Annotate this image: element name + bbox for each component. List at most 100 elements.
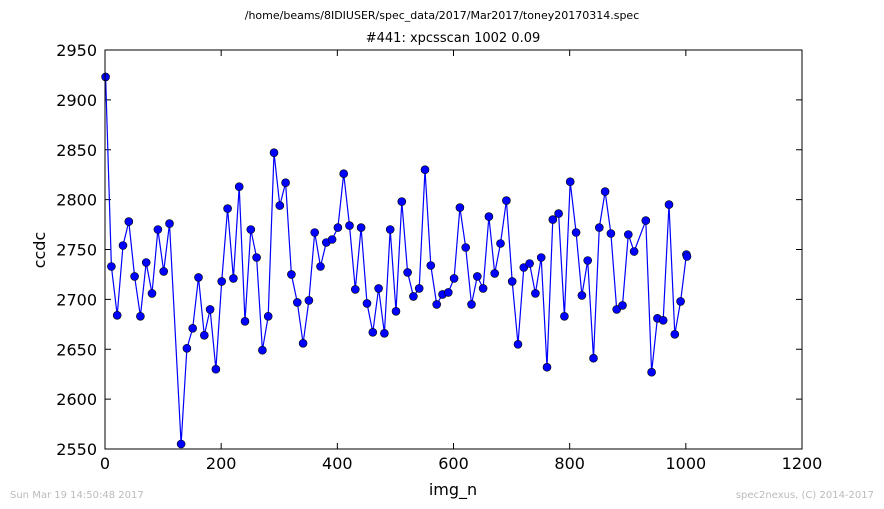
data-point [513,339,523,349]
x-tick-label: 400 [322,454,353,473]
file-path-subtitle: /home/beams/8IDIUSER/spec_data/2017/Mar2… [245,9,640,22]
data-point [449,274,459,283]
y-tick-label: 2550 [56,440,97,459]
data-point [374,284,383,293]
data-point [194,273,203,282]
data-point [182,343,192,353]
footer-credit: spec2nexus, (C) 2014-2017 [736,490,874,501]
data-point [205,305,215,314]
data-point [141,258,151,267]
data-point [589,353,598,363]
data-point [403,268,412,277]
data-point [147,289,157,298]
data-point [682,252,692,261]
data-point [600,187,610,196]
data-point [258,345,267,355]
y-tick-label: 2650 [56,340,97,359]
data-point [176,439,186,449]
data-point [234,182,244,191]
data-point [287,270,296,279]
data-point [414,284,424,293]
data-point [670,329,680,339]
data-point [211,364,221,374]
y-tick-label: 2750 [56,241,97,260]
data-point [101,72,110,82]
data-point [368,327,378,337]
y-tick-label: 2850 [56,141,97,160]
data-point [391,306,401,316]
data-point [658,315,668,325]
data-point [200,330,209,340]
data-point [275,201,285,210]
data-point [217,277,226,286]
x-tick-label: 1000 [665,454,706,473]
x-tick-label: 600 [438,454,469,473]
data-point [542,362,552,372]
data-point [461,243,471,252]
plot-frame [104,49,803,450]
data-point [345,221,354,230]
x-tick-label: 800 [554,454,585,473]
data-point [339,169,349,178]
data-point [641,216,651,225]
data-point [380,328,389,338]
data-point [246,225,256,234]
data-point [252,253,261,262]
data-point [362,299,372,308]
data-point [310,228,320,237]
data-point [676,297,685,306]
data-point [472,272,482,281]
data-point [188,323,197,333]
y-tick-label: 2700 [56,290,97,309]
data-point [298,338,308,348]
data-point [327,235,337,244]
data-point [112,310,122,320]
data-point [496,239,505,248]
data-point [525,259,534,268]
data-point [420,165,430,174]
data-point [455,203,465,212]
data-point [606,229,616,238]
data-point [316,262,325,271]
data-point [118,241,128,250]
data-point [571,228,581,237]
data-point [281,178,290,187]
footer-timestamp: Sun Mar 19 14:50:48 2017 [10,490,144,501]
y-axis-label: ccdc [30,232,49,269]
data-point [124,217,134,226]
data-point [397,197,407,206]
series-line [105,76,688,445]
data-point [565,177,575,186]
data-point [409,292,418,301]
y-tick-label: 2600 [56,390,97,409]
data-point [229,274,238,283]
data-point [153,225,163,234]
data-point [536,253,546,262]
data-point [136,311,145,321]
x-tick-label: 200 [206,454,237,473]
data-point [577,291,587,300]
data-point [292,298,302,307]
data-point [443,288,453,297]
data-point [263,311,273,321]
data-point [490,269,500,278]
data-point [629,247,639,256]
data-point [350,285,360,294]
data-point [107,262,116,271]
data-point [426,261,436,270]
data-point [478,284,488,293]
data-point [432,300,442,309]
data-point [385,225,395,234]
data-point [664,200,674,209]
data-point [502,196,511,205]
plot-area: 0 200 400 600 800 1000 1200 2550 2600 2650 2700 275… [56,41,822,473]
data-point [165,219,174,228]
data-point [356,223,366,232]
data-point [304,296,314,305]
y-tick-label: 2900 [56,91,97,110]
y-tick-label: 2800 [56,191,97,210]
data-point [583,256,593,265]
x-axis-label: img_n [429,480,477,500]
